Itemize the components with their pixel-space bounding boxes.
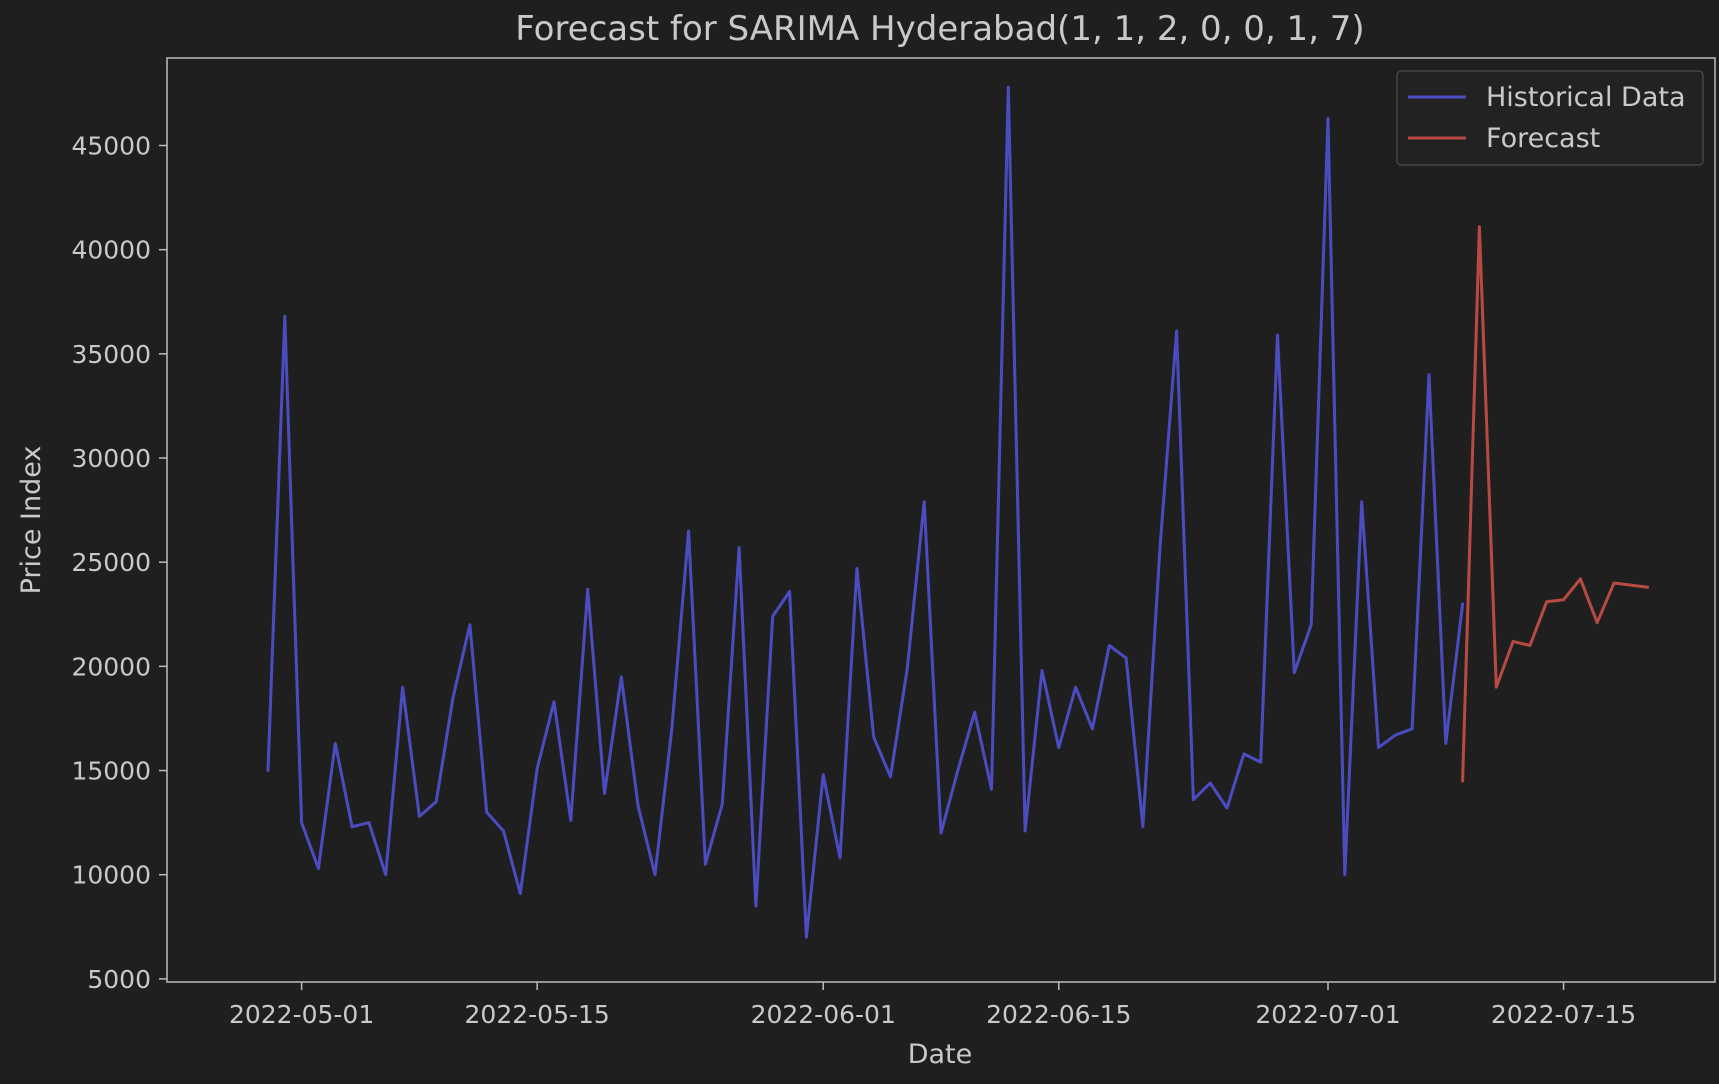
chart-title: Forecast for SARIMA Hyderabad(1, 1, 2, 0… xyxy=(515,9,1364,49)
plot-area xyxy=(166,57,1716,983)
y-tick-label: 25000 xyxy=(71,548,151,577)
legend-label-forecast: Forecast xyxy=(1486,123,1600,154)
y-tick-label: 35000 xyxy=(71,340,151,369)
x-tick-label: 2022-06-01 xyxy=(751,1000,896,1029)
y-tick-label: 30000 xyxy=(71,444,151,473)
legend-label-historical-data: Historical Data xyxy=(1486,82,1686,113)
y-axis: 5000 10000 15000 20000 25000 30000 35000 40000 4… xyxy=(71,132,167,994)
x-axis: 2022-05-01 2022-05-15 2022-06-01 2022-06-15… xyxy=(229,982,1636,1029)
x-axis-label: Date xyxy=(908,1039,973,1070)
y-tick-label: 10000 xyxy=(71,861,151,890)
y-tick-label: 20000 xyxy=(71,652,151,681)
y-tick-label: 40000 xyxy=(71,236,151,265)
legend: Historical Data Forecast xyxy=(1396,70,1704,166)
x-tick-label: 2022-06-15 xyxy=(986,1000,1131,1029)
series-line-forecast xyxy=(1461,225,1650,783)
y-tick-label: 5000 xyxy=(87,965,151,994)
x-tick-label: 2022-07-15 xyxy=(1491,1000,1636,1029)
series-layer xyxy=(266,85,1650,939)
x-tick-label: 2022-05-01 xyxy=(229,1000,374,1029)
x-tick-label: 2022-05-15 xyxy=(465,1000,610,1029)
y-tick-label: 45000 xyxy=(71,132,151,161)
y-axis-label: Price Index xyxy=(16,446,47,595)
series-line-historical-data xyxy=(266,85,1465,939)
legend-box xyxy=(1396,70,1704,166)
x-tick-label: 2022-07-01 xyxy=(1255,1000,1400,1029)
y-tick-label: 15000 xyxy=(71,757,151,786)
